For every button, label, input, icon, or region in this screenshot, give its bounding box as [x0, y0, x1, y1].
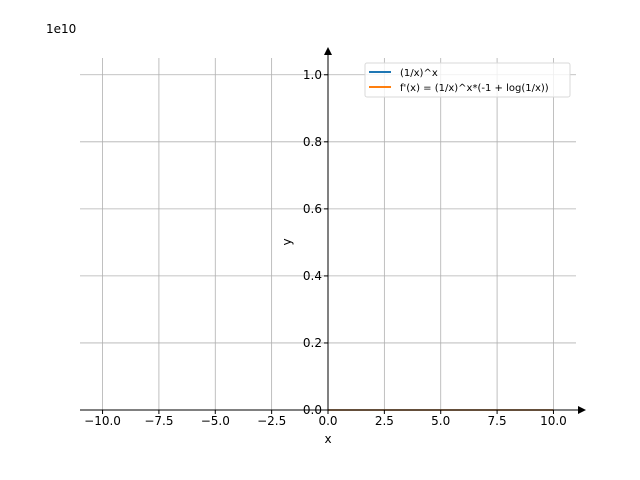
y-tick-label: 0.2: [303, 336, 322, 350]
legend-label-0: (1/x)^x: [400, 68, 438, 79]
y-tick-label: 0.6: [303, 202, 322, 216]
y-axis-label: y: [280, 238, 294, 245]
x-tick-label: 7.5: [488, 414, 507, 428]
x-tick-label: −2.5: [257, 414, 286, 428]
axes-layer: [80, 47, 586, 414]
legend-label-1: f'(x) = (1/x)^x*(-1 + log(1/x)): [400, 83, 549, 94]
x-axis-label: x: [324, 432, 331, 446]
y-offset-label: 1e10: [46, 22, 76, 36]
x-tick-label: −10.0: [84, 414, 121, 428]
x-axis-arrow: [578, 406, 586, 414]
x-tick-label: 0.0: [318, 414, 337, 428]
x-tick-label: 10.0: [540, 414, 567, 428]
y-axis-arrow: [324, 47, 332, 55]
y-tick-label: 0.0: [303, 403, 322, 417]
y-tick-label: 1.0: [303, 68, 322, 82]
x-tick-label: 5.0: [431, 414, 450, 428]
legend: (1/x)^x f'(x) = (1/x)^x*(-1 + log(1/x)): [364, 62, 571, 98]
x-tick-label: −5.0: [201, 414, 230, 428]
y-tick-label: 0.8: [303, 135, 322, 149]
x-tick-label: 2.5: [375, 414, 394, 428]
y-tick-label: 0.4: [303, 269, 322, 283]
legend-box: [364, 62, 571, 98]
ticks-layer: −10.0 −7.5 −5.0 −2.5 0.0 2.5 5.0 7.5 10.0 0.0 0.2 0…: [84, 68, 567, 428]
x-tick-label: −7.5: [144, 414, 173, 428]
